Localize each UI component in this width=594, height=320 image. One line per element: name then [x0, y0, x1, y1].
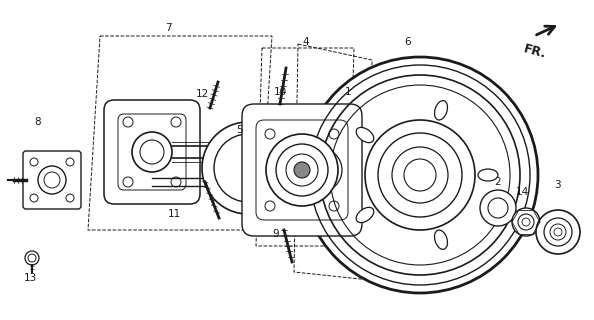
Circle shape [536, 210, 580, 254]
FancyBboxPatch shape [23, 151, 81, 209]
Text: 6: 6 [405, 37, 411, 47]
Circle shape [308, 158, 332, 182]
Text: 2: 2 [495, 177, 501, 187]
Text: 5: 5 [236, 125, 244, 135]
Text: 3: 3 [554, 180, 560, 190]
Circle shape [132, 132, 172, 172]
Text: 15: 15 [295, 137, 309, 147]
Text: 10: 10 [273, 87, 286, 97]
Ellipse shape [435, 100, 447, 120]
Circle shape [286, 154, 318, 186]
Text: 7: 7 [165, 23, 171, 33]
Text: 14: 14 [516, 187, 529, 197]
Text: FR.: FR. [522, 42, 548, 60]
FancyBboxPatch shape [118, 114, 186, 190]
Ellipse shape [356, 207, 374, 223]
Text: 9: 9 [273, 229, 279, 239]
Circle shape [480, 190, 516, 226]
Circle shape [294, 162, 310, 178]
Ellipse shape [435, 230, 447, 249]
Circle shape [266, 134, 338, 206]
FancyBboxPatch shape [104, 100, 200, 204]
Circle shape [298, 148, 342, 192]
FancyBboxPatch shape [242, 104, 362, 236]
Text: 11: 11 [168, 209, 181, 219]
Text: 1: 1 [345, 87, 351, 97]
Text: 8: 8 [34, 117, 42, 127]
Circle shape [302, 57, 538, 293]
Circle shape [202, 122, 294, 214]
FancyBboxPatch shape [256, 120, 348, 220]
Ellipse shape [478, 169, 498, 181]
Text: 13: 13 [23, 273, 37, 283]
Circle shape [214, 134, 282, 202]
Text: 4: 4 [303, 37, 309, 47]
Circle shape [512, 208, 540, 236]
Circle shape [276, 144, 328, 196]
Ellipse shape [356, 127, 374, 143]
Text: 12: 12 [195, 89, 208, 99]
Circle shape [365, 120, 475, 230]
